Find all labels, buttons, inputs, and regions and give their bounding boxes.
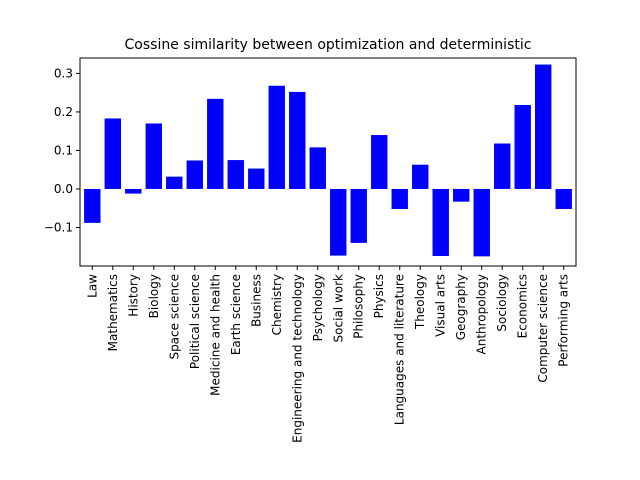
bar [514, 104, 531, 189]
x-tick-label: Economics [516, 274, 530, 338]
x-tick-label: Visual arts [434, 274, 448, 337]
bar [125, 188, 142, 194]
x-tick-label: Earth science [229, 274, 243, 355]
bar [494, 143, 511, 189]
bar [248, 168, 265, 189]
x-tick-label: Physics [372, 274, 386, 318]
x-tick-label: Performing arts [557, 274, 571, 367]
plot-frame [79, 57, 577, 267]
bar [330, 188, 347, 256]
x-tick-label: Social work [331, 274, 345, 342]
x-tick-label: Medicine and health [208, 274, 222, 396]
bar [166, 176, 183, 189]
x-tick-label: Psychology [311, 274, 325, 341]
bar [227, 160, 244, 189]
y-tick-label: 0.3 [54, 66, 73, 80]
bar [473, 188, 490, 257]
bar [371, 135, 388, 189]
bar [350, 188, 367, 243]
x-tick-label: History [126, 274, 140, 317]
chart-title: Cossine similarity between optimization … [125, 37, 532, 53]
x-tick-label: Anthropology [475, 274, 489, 355]
y-tick-label: 0.2 [54, 105, 73, 119]
bar [535, 64, 552, 189]
y-tick-label: 0.1 [54, 143, 73, 157]
x-tick-label: Theology [413, 274, 427, 330]
y-axis: −0.1 0.0 0.1 0.2 0.3 [44, 66, 80, 234]
x-tick-label: Space science [167, 274, 181, 360]
bar [412, 164, 429, 189]
x-tick-label: Geography [454, 274, 468, 340]
bars-group [84, 64, 572, 257]
bar [432, 188, 449, 256]
bar [207, 98, 224, 189]
y-tick-label: 0.0 [54, 182, 73, 196]
x-tick-label: Philosophy [352, 274, 366, 339]
bar [186, 160, 203, 189]
x-tick-label: Engineering and technology [290, 274, 304, 443]
x-tick-label: Law [85, 274, 99, 298]
bar [555, 188, 572, 209]
x-tick-label: Languages and literature [393, 274, 407, 425]
bar [391, 188, 408, 209]
x-tick-label: Business [249, 274, 263, 327]
bar [145, 123, 162, 189]
x-tick-label: Mathematics [106, 274, 120, 351]
bar [104, 118, 121, 189]
bar [453, 188, 470, 202]
bar [309, 147, 326, 189]
bar [289, 91, 306, 189]
bar [84, 188, 101, 223]
x-tick-label: Political science [188, 274, 202, 369]
x-tick-label: Chemistry [270, 274, 284, 335]
x-axis: Law Mathematics History Biology Space scienc… [85, 266, 571, 443]
y-tick-label: −0.1 [44, 220, 73, 234]
bar [268, 85, 285, 189]
x-tick-label: Computer science [536, 274, 550, 383]
x-tick-label: Sociology [495, 274, 509, 332]
x-tick-label: Biology [147, 274, 161, 318]
